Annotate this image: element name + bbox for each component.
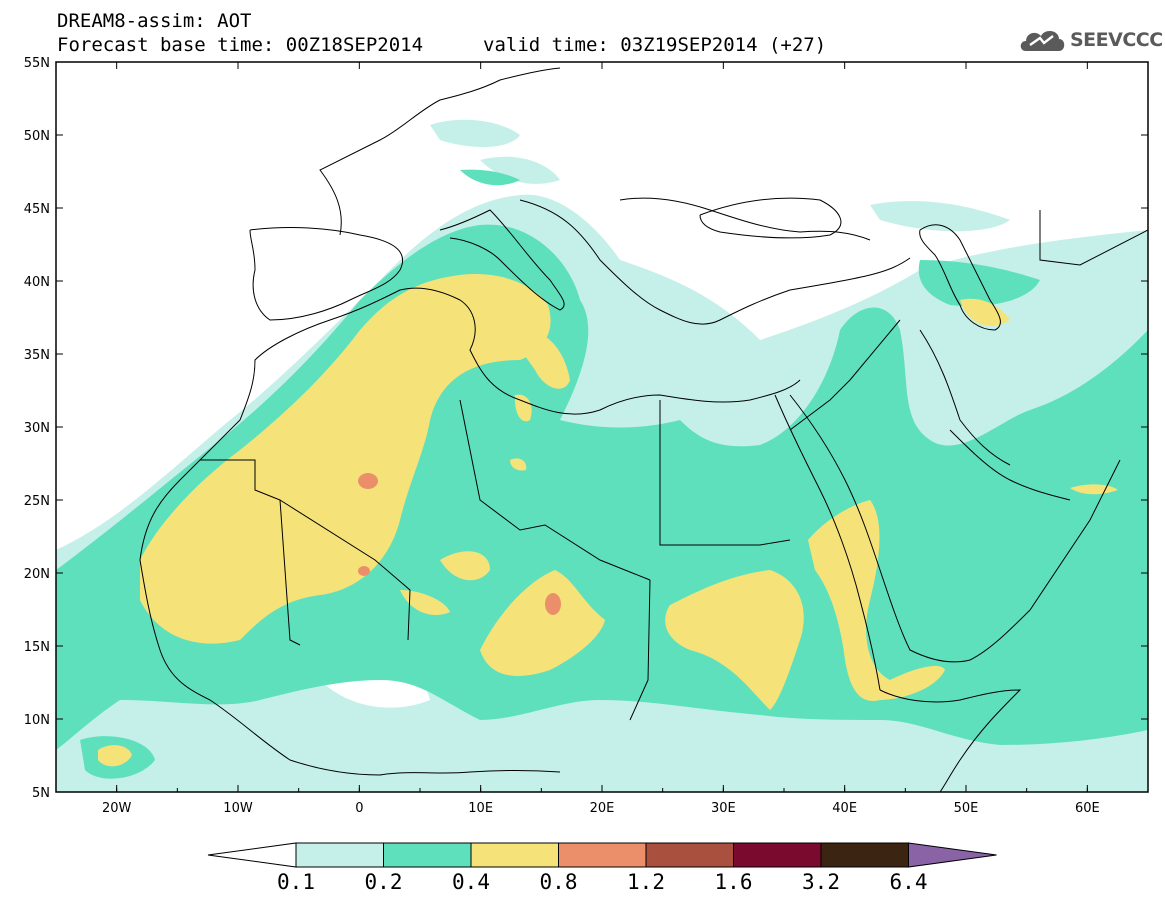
colorbar-label: 0.8 [539,870,578,894]
valid-time: valid time: 03Z19SEP2014 (+27) [483,34,827,56]
forecast-base-time: Forecast base time: 00Z18SEP2014 [57,34,424,56]
lon-label: 50E [954,801,979,816]
aot-class-0.8 [358,473,561,615]
colorbar-segment [820,842,909,868]
colorbar-segment [733,842,822,868]
lon-label: 20W [102,801,132,816]
lat-label: 20N [24,567,50,582]
lat-label: 5N [32,786,50,801]
colorbar-label: 0.1 [277,870,315,894]
latitude-labels: 55N 50N 45N 40N 35N 30N 25N 20N 15N 10N 5N [24,56,50,801]
lon-label: 60E [1075,801,1100,816]
colorbar-label: 3.2 [802,870,840,894]
colorbar-segment [383,842,472,868]
aot-class-0.2 [56,169,1148,779]
colorbar-segment [470,842,559,868]
lon-label: 20E [590,801,615,816]
colorbar-label: 0.4 [452,870,490,894]
logo-text: SEEVCCC [1070,29,1163,51]
colorbar-label: 1.6 [714,870,753,894]
aot-class-0.4 [98,274,1118,767]
colorbar-label: 6.4 [889,870,928,894]
cloud-logo-icon [1020,30,1065,51]
aot-field [56,119,1148,792]
lon-label: 30E [711,801,736,816]
colorbar-under-arrow [207,842,297,868]
colorbar-segment [645,842,734,868]
lat-label: 15N [24,640,50,655]
coastlines [139,67,1148,792]
longitude-labels: 20W 10W 0 10E 20E 30E 40E 50E 60E [102,801,1100,816]
lat-label: 25N [24,494,50,509]
lat-label: 10N [24,713,50,728]
axis-ticks [55,61,1149,793]
lon-label: 0 [355,801,363,816]
map-title: DREAM8-assim: AOT [57,10,252,32]
lat-label: 55N [24,56,50,71]
lon-label: 10W [223,801,253,816]
lat-label: 50N [24,129,50,144]
colorbar-label: 1.2 [627,870,665,894]
lat-label: 40N [24,275,50,290]
colorbar-segment [295,842,384,868]
seevccc-logo: SEEVCCC [1018,24,1163,56]
lat-label: 35N [24,348,50,363]
colorbar-over-arrow [908,842,997,868]
lon-label: 40E [832,801,857,816]
colorbar-segment [558,842,647,868]
lat-label: 30N [24,421,50,436]
colorbar-label: 0.2 [364,870,403,894]
lat-label: 45N [24,202,50,217]
lon-label: 10E [468,801,493,816]
colorbar [207,842,997,868]
